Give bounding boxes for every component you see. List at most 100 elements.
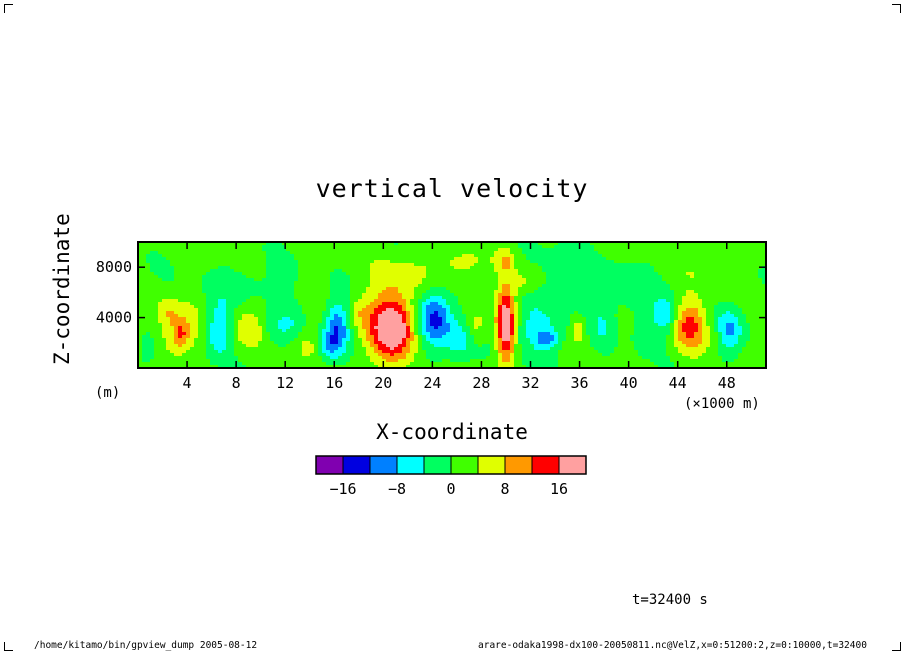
heatmap-cell	[714, 308, 719, 312]
heatmap-cell	[270, 272, 275, 276]
heatmap-cell	[162, 308, 167, 312]
heatmap-cell	[578, 308, 583, 312]
heatmap-cell	[354, 284, 359, 288]
heatmap-cell	[330, 260, 335, 264]
heatmap-cell	[226, 293, 231, 297]
heatmap-cell	[290, 323, 295, 327]
heatmap-cell	[566, 257, 571, 261]
heatmap-cell	[398, 269, 403, 273]
heatmap-cell	[442, 266, 447, 270]
heatmap-cell	[518, 320, 523, 324]
heatmap-cell	[498, 269, 503, 273]
heatmap-cell	[594, 302, 599, 306]
heatmap-cell	[282, 254, 287, 258]
heatmap-cell	[322, 308, 327, 312]
heatmap-cell	[142, 260, 147, 264]
heatmap-cell	[346, 335, 351, 339]
heatmap-cell	[690, 296, 695, 300]
heatmap-cell	[582, 278, 587, 282]
heatmap-cell	[158, 254, 163, 258]
heatmap-cell	[718, 293, 723, 297]
heatmap-cell	[650, 308, 655, 312]
heatmap-cell	[494, 242, 499, 246]
heatmap-cell	[674, 245, 679, 249]
heatmap-cell	[326, 323, 331, 327]
heatmap-cell	[602, 323, 607, 327]
heatmap-cell	[186, 311, 191, 315]
heatmap-cell	[510, 302, 515, 306]
heatmap-cell	[342, 326, 347, 330]
heatmap-cell	[486, 311, 491, 315]
heatmap-cell	[426, 248, 431, 252]
heatmap-cell	[698, 299, 703, 303]
heatmap-cell	[206, 269, 211, 273]
heatmap-cell	[174, 251, 179, 255]
heatmap-cell	[374, 251, 379, 255]
heatmap-cell	[510, 272, 515, 276]
heatmap-cell	[646, 287, 651, 291]
heatmap-cell	[498, 248, 503, 252]
heatmap-cell	[354, 299, 359, 303]
heatmap-cell	[566, 314, 571, 318]
heatmap-cell	[258, 329, 263, 333]
heatmap-cell	[218, 335, 223, 339]
heatmap-cell	[582, 320, 587, 324]
heatmap-cell	[662, 245, 667, 249]
heatmap-cell	[306, 266, 311, 270]
heatmap-cell	[402, 293, 407, 297]
heatmap-cell	[154, 254, 159, 258]
heatmap-cell	[466, 311, 471, 315]
heatmap-cell	[702, 311, 707, 315]
heatmap-cell	[722, 242, 727, 246]
heatmap-cell	[334, 290, 339, 294]
heatmap-cell	[374, 254, 379, 258]
heatmap-cell	[486, 251, 491, 255]
heatmap-cell	[518, 263, 523, 267]
heatmap-cell	[242, 272, 247, 276]
heatmap-cell	[250, 284, 255, 288]
heatmap-cell	[418, 335, 423, 339]
heatmap-cell	[670, 275, 675, 279]
heatmap-cell	[242, 260, 247, 264]
heatmap-cell	[302, 314, 307, 318]
heatmap-cell	[466, 266, 471, 270]
heatmap-cell	[514, 332, 519, 336]
heatmap-cell	[586, 245, 591, 249]
heatmap-cell	[202, 314, 207, 318]
heatmap-cell	[390, 257, 395, 261]
heatmap-cell	[278, 332, 283, 336]
heatmap-cell	[594, 275, 599, 279]
heatmap-cell	[274, 257, 279, 261]
heatmap-cell	[186, 278, 191, 282]
heatmap-cell	[646, 317, 651, 321]
heatmap-cell	[354, 266, 359, 270]
heatmap-cell	[314, 320, 319, 324]
heatmap-cell	[618, 251, 623, 255]
heatmap-cell	[190, 320, 195, 324]
heatmap-cell	[574, 278, 579, 282]
heatmap-cell	[150, 302, 155, 306]
heatmap-cell	[678, 281, 683, 285]
heatmap-cell	[722, 317, 727, 321]
heatmap-cell	[474, 269, 479, 273]
heatmap-cell	[438, 260, 443, 264]
heatmap-cell	[750, 302, 755, 306]
heatmap-cell	[214, 335, 219, 339]
heatmap-cell	[570, 266, 575, 270]
heatmap-cell	[642, 320, 647, 324]
heatmap-cell	[322, 251, 327, 255]
heatmap-cell	[426, 299, 431, 303]
heatmap-cell	[222, 329, 227, 333]
heatmap-cell	[746, 332, 751, 336]
heatmap-cell	[438, 305, 443, 309]
heatmap-cell	[574, 245, 579, 249]
heatmap-cell	[574, 248, 579, 252]
heatmap-cell	[238, 281, 243, 285]
heatmap-cell	[626, 284, 631, 288]
heatmap-cell	[578, 266, 583, 270]
heatmap-cell	[230, 272, 235, 276]
heatmap-cell	[286, 305, 291, 309]
heatmap-cell	[190, 248, 195, 252]
heatmap-cell	[366, 245, 371, 249]
heatmap-cell	[362, 290, 367, 294]
